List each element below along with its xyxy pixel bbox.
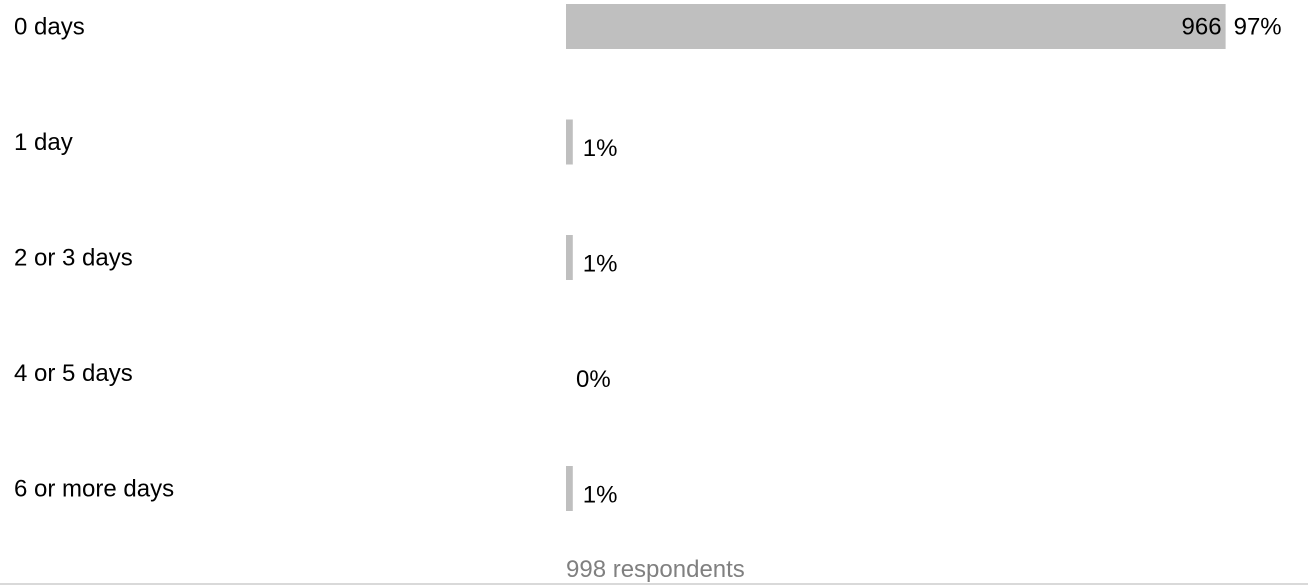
bar-row: 2 or 3 days 1% <box>14 235 617 280</box>
count-label: 966 <box>1182 14 1222 41</box>
category-label: 6 or more days <box>14 476 174 503</box>
bar <box>566 235 573 280</box>
category-label: 1 day <box>14 129 73 156</box>
percent-label: 97% <box>1234 14 1282 41</box>
bar-row: 6 or more days 1% <box>14 466 617 511</box>
bar-row: 0 days 966 97% <box>14 4 1282 49</box>
bar-row: 4 or 5 days 0% <box>14 360 611 393</box>
percent-label: 1% <box>583 251 618 278</box>
category-label: 0 days <box>14 14 85 41</box>
respondents-count: 998 respondents <box>566 556 745 583</box>
category-label: 2 or 3 days <box>14 245 133 272</box>
category-label: 4 or 5 days <box>14 360 133 387</box>
percent-label: 1% <box>583 482 618 509</box>
percent-label: 1% <box>583 135 618 162</box>
percent-label: 0% <box>576 366 611 393</box>
chart-rows: 0 days 966 97% 1 day 1% 2 or 3 days 1% 4 or 5 d… <box>14 4 1282 511</box>
bar <box>566 119 573 165</box>
bar-row: 1 day 1% <box>14 119 618 165</box>
bar <box>566 466 573 511</box>
bar <box>566 4 1226 49</box>
